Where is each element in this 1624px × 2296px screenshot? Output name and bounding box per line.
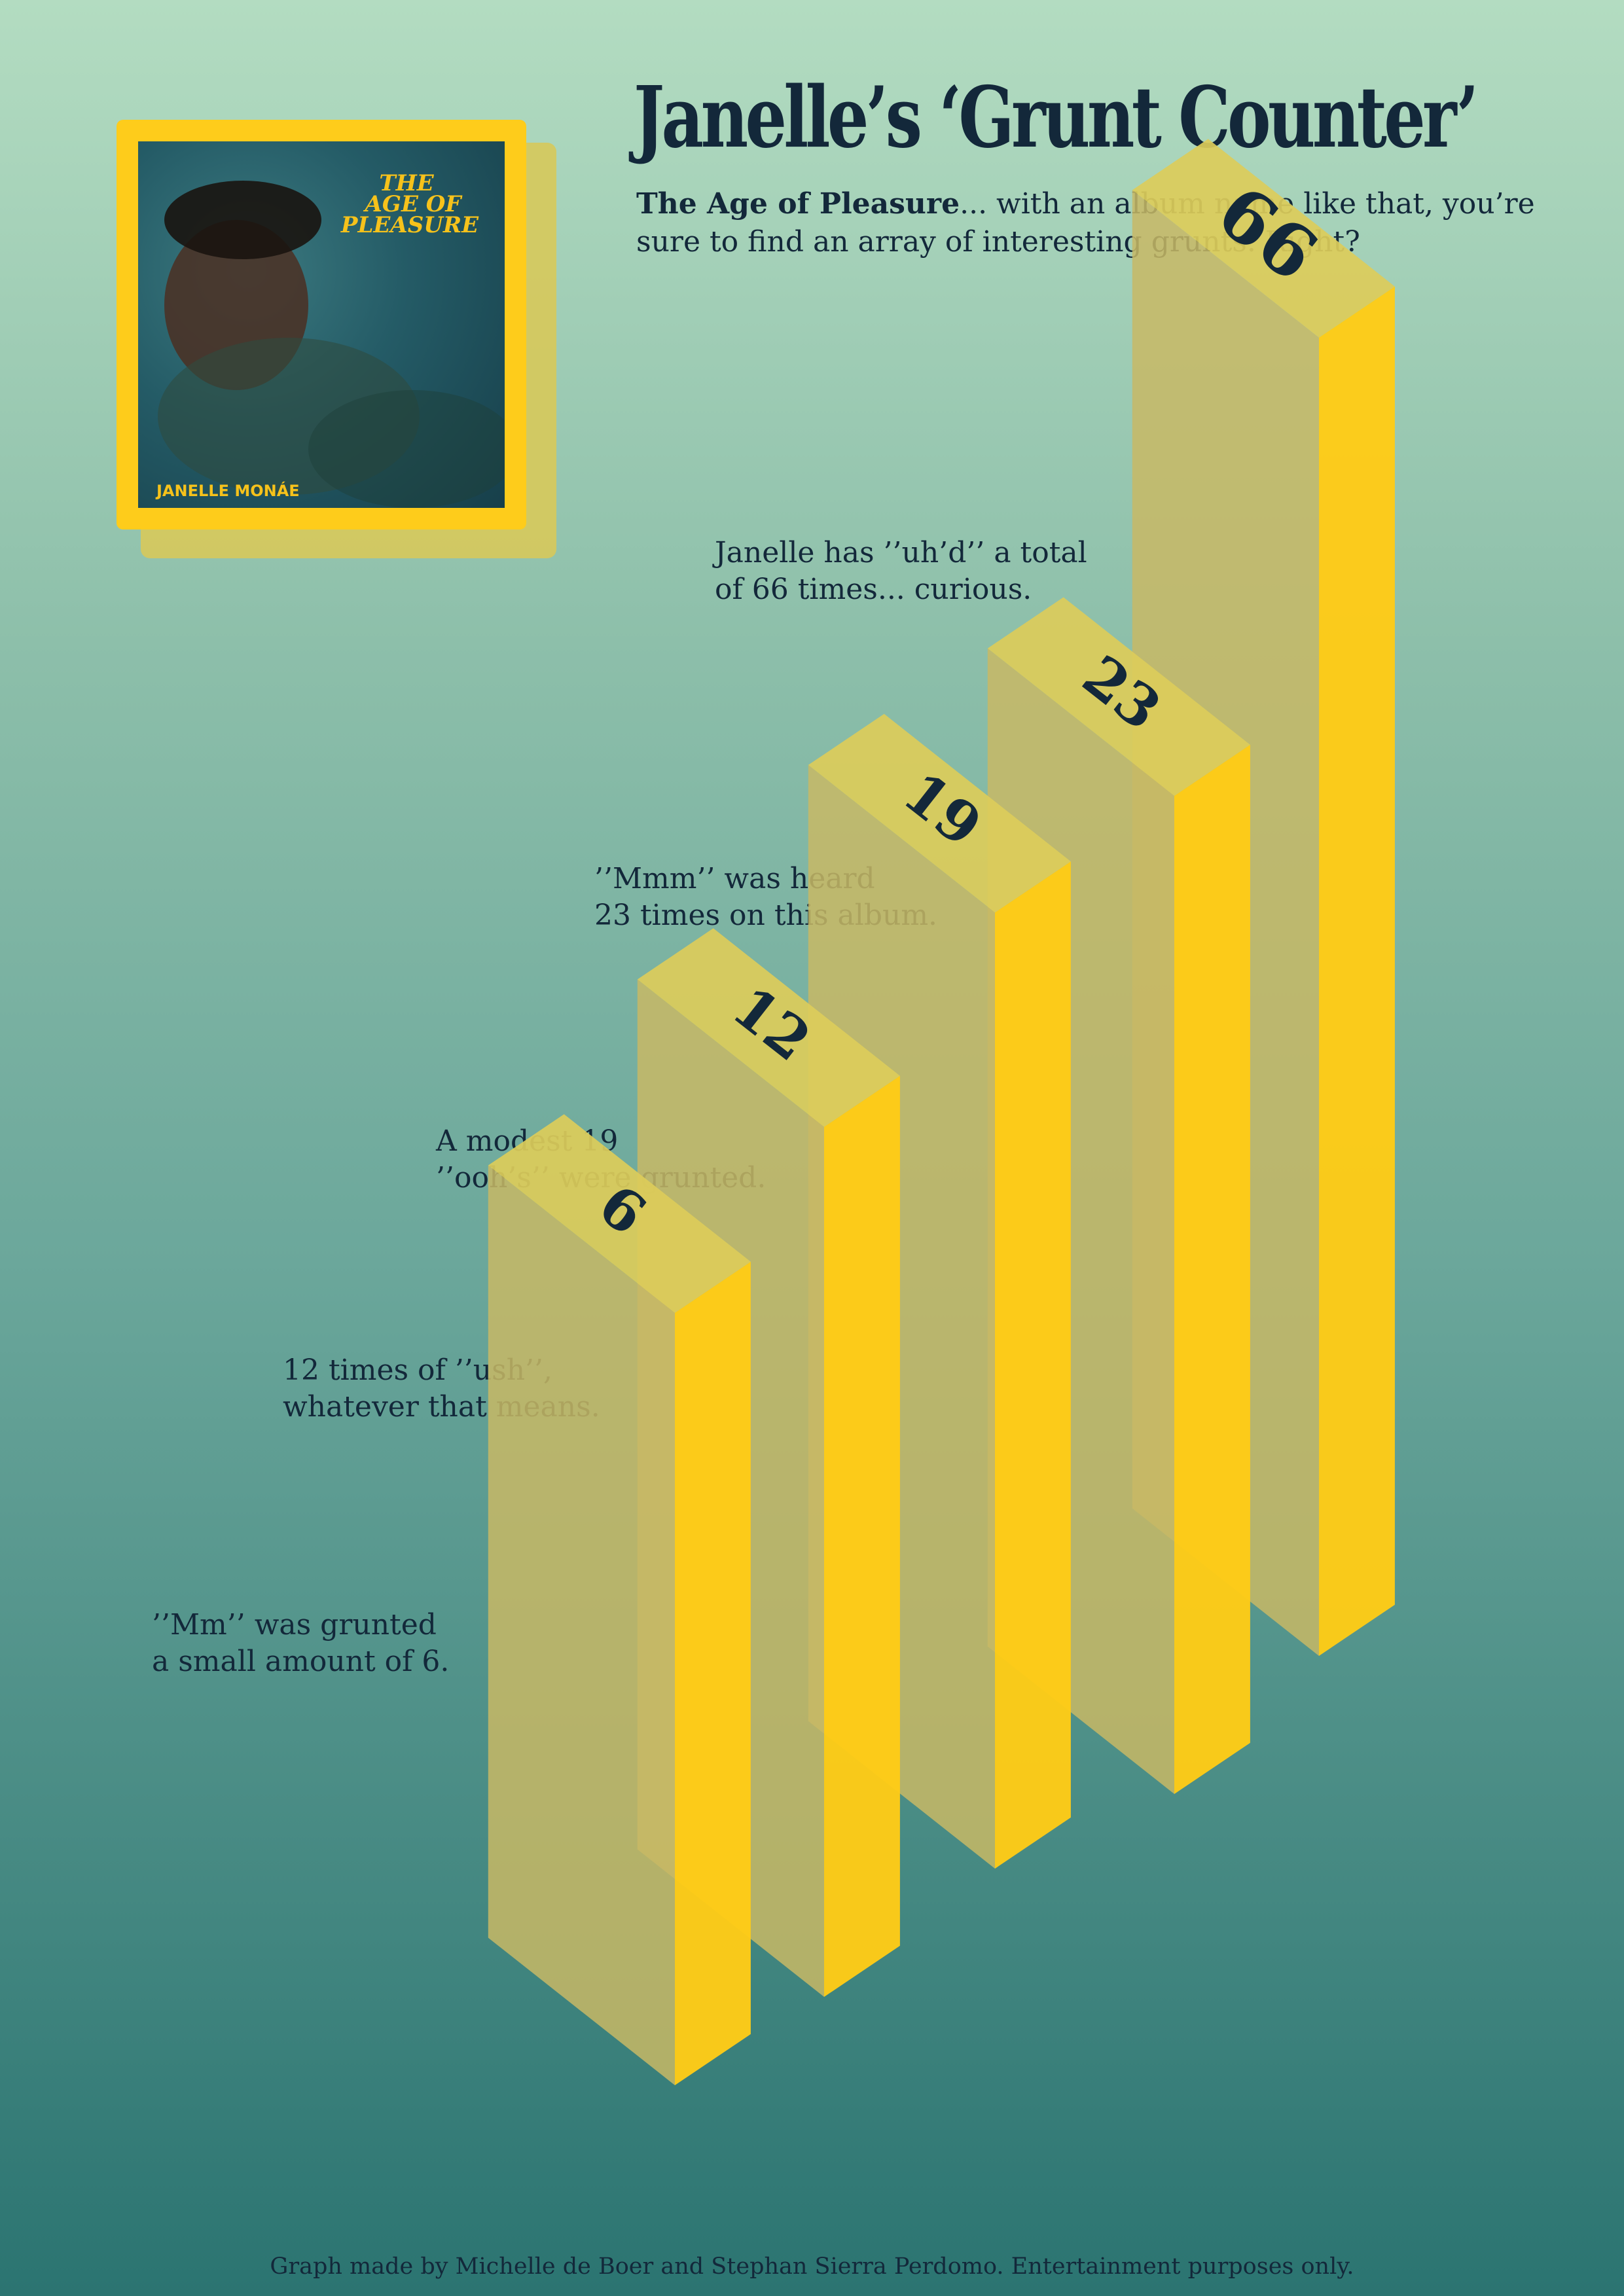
bar-top-face — [488, 1114, 751, 1313]
cover-title-line-2: AGE OF — [363, 191, 463, 217]
bar-front-face — [488, 1165, 675, 2085]
cover-title-line-3: PLEASURE — [340, 212, 479, 238]
bar-top-face — [1132, 139, 1395, 338]
bar-top-face — [808, 713, 1071, 913]
album-cover-illustration: THE AGE OF PLEASURE JANELLE MONÁE — [155, 170, 505, 508]
annotation-uh: Janelle has ’’uh’d’’ a total of 66 times… — [715, 535, 1087, 608]
bar-side-face — [675, 1261, 751, 2085]
annotation-line: Janelle has ’’uh’d’’ a total — [715, 536, 1087, 569]
annotation-line: ’’Mm’’ was grunted — [152, 1608, 437, 1641]
cover-artist: JANELLE MONÁE — [155, 481, 300, 500]
album-cover-art: THE AGE OF PLEASURE JANELLE MONÁE — [138, 141, 505, 508]
bar-side-face — [824, 1075, 900, 1997]
bar-top-face — [987, 597, 1250, 796]
album-cover: THE AGE OF PLEASURE JANELLE MONÁE — [117, 120, 526, 529]
bar-side-face — [1174, 744, 1250, 1794]
annotation-mm: ’’Mm’’ was grunted a small amount of 6. — [152, 1607, 449, 1680]
bar-side-face — [995, 861, 1071, 1869]
footer-credit: Graph made by Michelle de Boer and Steph… — [270, 2253, 1354, 2280]
bar-top-face — [637, 928, 900, 1127]
subtitle-album-name: The Age of Pleasure — [636, 187, 960, 221]
cover-title-line-1: THE — [379, 170, 434, 196]
bar-side-face — [1319, 286, 1395, 1657]
bar-Mm: 6 — [488, 1114, 751, 2085]
page-title: Janelle’s ‘Grunt Counter’ — [634, 69, 1479, 167]
annotation-line: a small amount of 6. — [152, 1645, 450, 1678]
annotation-line: of 66 times... curious. — [715, 573, 1032, 606]
